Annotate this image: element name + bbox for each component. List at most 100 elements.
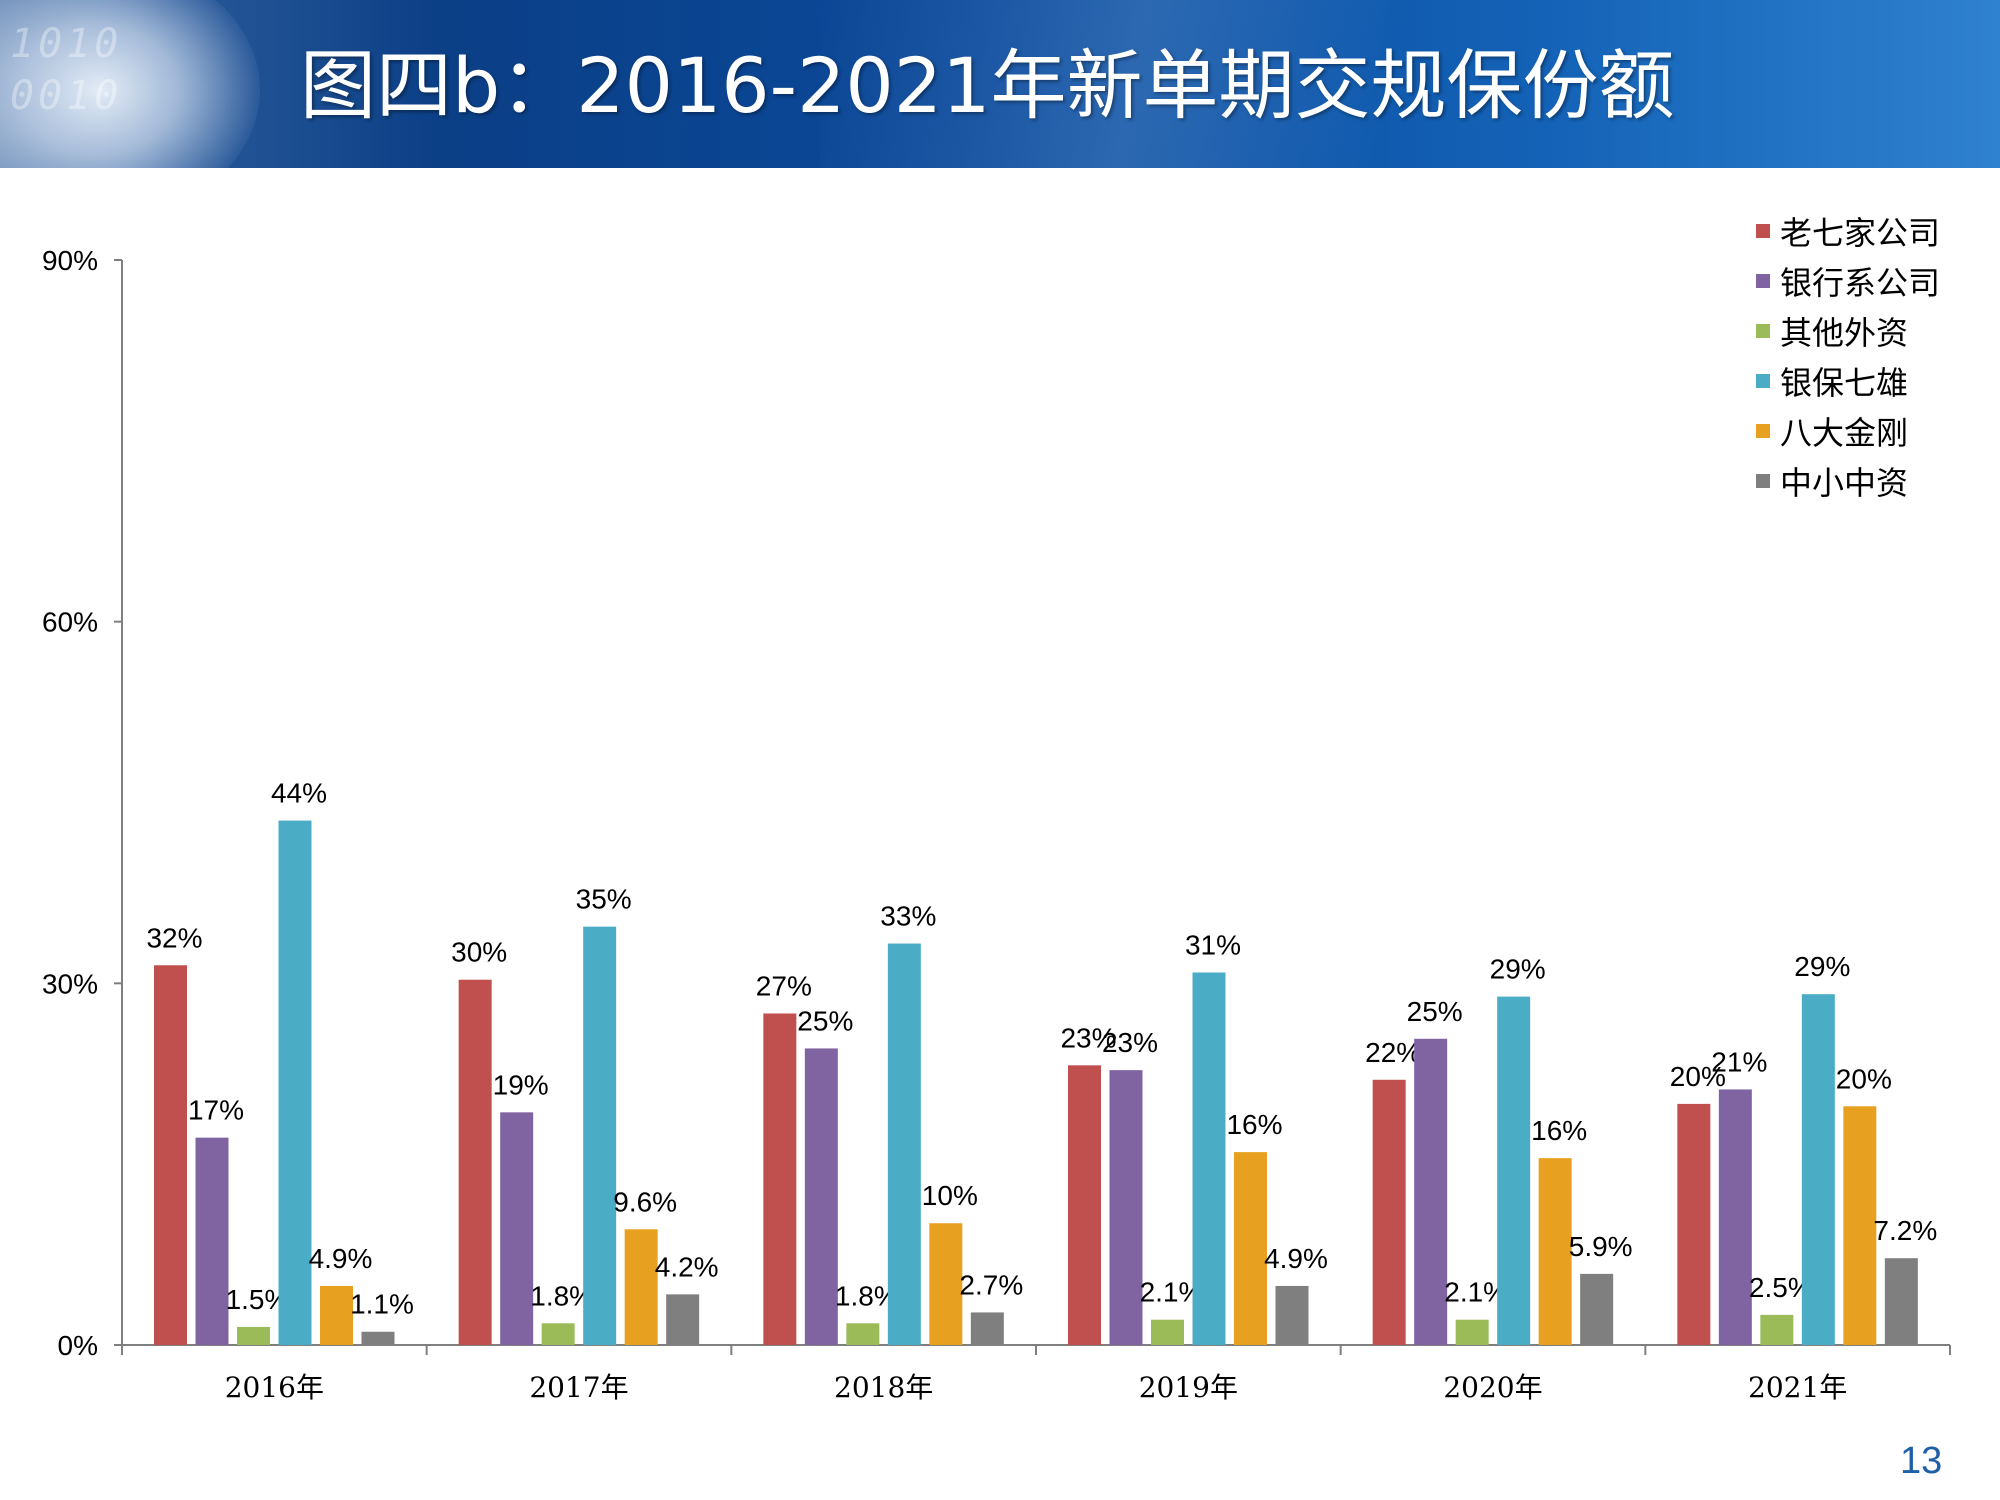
bar xyxy=(320,1285,353,1345)
data-label: 20% xyxy=(1670,1061,1726,1092)
legend-swatch xyxy=(1756,224,1770,238)
banner-glow xyxy=(0,0,260,168)
data-label: 35% xyxy=(576,884,632,915)
data-label: 27% xyxy=(756,970,812,1001)
bar xyxy=(1151,1319,1184,1345)
bar xyxy=(1580,1273,1614,1345)
x-tick-label: 2019年 xyxy=(1139,1371,1238,1404)
legend-label: 银保七雄 xyxy=(1780,364,1909,402)
bar xyxy=(1068,1065,1101,1345)
legend-swatch xyxy=(1756,424,1770,438)
data-label: 32% xyxy=(146,922,202,953)
bar xyxy=(1109,1070,1143,1345)
bar xyxy=(361,1331,395,1345)
bar xyxy=(458,979,492,1345)
data-label: 21% xyxy=(1711,1046,1767,1077)
bar xyxy=(1275,1285,1309,1345)
data-label: 16% xyxy=(1226,1109,1282,1140)
data-label: 33% xyxy=(880,901,936,932)
data-label: 23% xyxy=(1102,1027,1158,1058)
bar-chart: 0% 30% 60% 90% 2016年 2017年 2018年 2019年 2020年 2021… xyxy=(42,245,1951,1404)
bar xyxy=(237,1326,270,1345)
bar xyxy=(541,1323,575,1345)
data-label: 10% xyxy=(922,1180,978,1211)
bar xyxy=(154,965,187,1345)
legend-item: 八大金刚 xyxy=(1756,406,1940,456)
bar xyxy=(1677,1103,1711,1345)
bar xyxy=(970,1312,1004,1345)
bar xyxy=(1538,1158,1572,1345)
legend-item: 银行系公司 xyxy=(1756,256,1940,306)
legend-swatch xyxy=(1756,274,1770,288)
bar xyxy=(278,820,312,1345)
bar xyxy=(1497,996,1531,1345)
chart-legend: 老七家公司银行系公司其他外资银保七雄八大金刚中小中资 xyxy=(1756,206,1940,506)
data-label: 29% xyxy=(1490,954,1546,985)
data-label: 4.2% xyxy=(655,1251,719,1282)
x-tick-label: 2020年 xyxy=(1443,1371,1542,1404)
bar xyxy=(763,1013,797,1345)
data-label: 9.6% xyxy=(613,1186,677,1217)
legend-label: 其他外资 xyxy=(1780,314,1909,352)
legend-swatch xyxy=(1756,374,1770,388)
bar xyxy=(1884,1258,1918,1345)
data-label: 25% xyxy=(797,1005,853,1036)
data-label: 25% xyxy=(1407,996,1463,1027)
bar xyxy=(804,1048,838,1345)
bar xyxy=(887,943,921,1345)
banner-light-streak xyxy=(820,0,1520,168)
bar xyxy=(1455,1319,1489,1345)
bar xyxy=(624,1229,658,1345)
bar xyxy=(583,926,617,1345)
bar xyxy=(1843,1106,1877,1345)
legend-swatch xyxy=(1756,474,1770,488)
legend-label: 中小中资 xyxy=(1780,464,1909,502)
data-label: 16% xyxy=(1531,1115,1587,1146)
data-label: 31% xyxy=(1185,929,1241,960)
banner-digits: 1010 0010 xyxy=(10,18,122,122)
bar xyxy=(1718,1089,1752,1345)
bar xyxy=(929,1223,963,1345)
data-label: 29% xyxy=(1794,951,1850,982)
bar xyxy=(1234,1152,1267,1345)
legend-item: 中小中资 xyxy=(1756,456,1940,506)
y-tick-label: 30% xyxy=(42,968,98,999)
data-label: 22% xyxy=(1365,1037,1421,1068)
x-tick-label: 2021年 xyxy=(1748,1371,1847,1404)
legend-item: 老七家公司 xyxy=(1756,206,1940,256)
banner-digits-line-1: 1010 xyxy=(10,21,123,67)
data-label: 4.9% xyxy=(309,1243,373,1274)
title-banner: 1010 0010 图四b：2016-2021年新单期交规保份额 xyxy=(0,0,2000,168)
page-number: 13 xyxy=(1900,1440,1943,1482)
data-label: 19% xyxy=(493,1069,549,1100)
bar xyxy=(1801,994,1835,1345)
legend-swatch xyxy=(1756,324,1770,338)
y-tick-label: 0% xyxy=(58,1330,98,1361)
data-label: 2.7% xyxy=(959,1269,1023,1300)
x-tick-label: 2017年 xyxy=(529,1371,628,1404)
bar xyxy=(1414,1038,1448,1345)
legend-item: 其他外资 xyxy=(1756,306,1940,356)
data-label: 30% xyxy=(451,937,507,968)
y-tick-label: 90% xyxy=(42,245,98,276)
y-tick-label: 60% xyxy=(42,607,98,638)
bar xyxy=(1372,1079,1406,1345)
slide-title: 图四b：2016-2021年新单期交规保份额 xyxy=(300,41,1675,130)
bar xyxy=(195,1137,229,1345)
legend-item: 银保七雄 xyxy=(1756,356,1940,406)
banner-digits-line-2: 0010 xyxy=(10,73,123,119)
bar xyxy=(1760,1314,1794,1345)
data-label: 7.2% xyxy=(1873,1215,1937,1246)
bar xyxy=(666,1294,700,1345)
bar xyxy=(500,1112,534,1345)
data-label: 17% xyxy=(188,1095,244,1126)
data-label: 44% xyxy=(271,778,327,809)
legend-label: 银行系公司 xyxy=(1780,264,1941,302)
data-label: 5.9% xyxy=(1569,1231,1633,1262)
legend-label: 老七家公司 xyxy=(1780,214,1941,252)
x-tick-label: 2016年 xyxy=(225,1371,324,1404)
data-label: 20% xyxy=(1836,1063,1892,1094)
bar xyxy=(1192,972,1226,1345)
bar xyxy=(846,1323,880,1345)
x-tick-label: 2018年 xyxy=(834,1371,933,1404)
